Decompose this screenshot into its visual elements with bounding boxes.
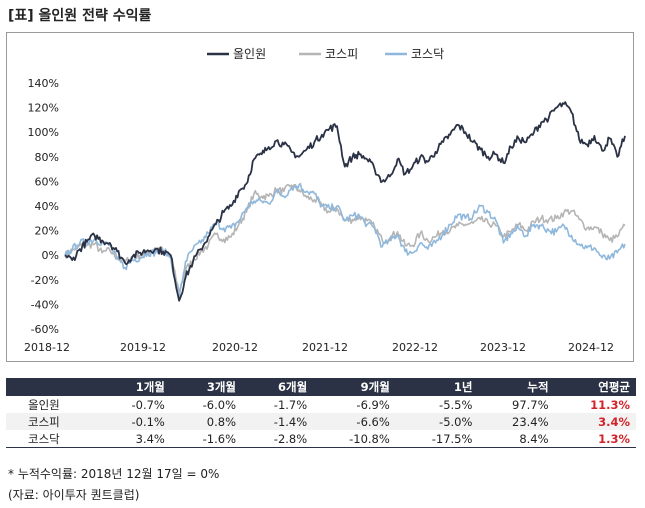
table-header-cell: 9개월 — [360, 380, 390, 394]
table-header-cell: 3개월 — [206, 380, 237, 394]
table-cell-name: 코스닥 — [28, 431, 60, 446]
table-header-row: 1개월 3개월 6개월 9개월 1년 누적 연평균 — [6, 378, 636, 396]
table-cell: 0.8% — [206, 414, 237, 429]
series-line-allinone — [64, 101, 626, 302]
source-note: (자료: 아이투자 퀀트클럽) — [8, 488, 140, 502]
table-header-cell: 연평균 — [598, 380, 630, 394]
table-cell: 8.4% — [519, 431, 549, 446]
x-tick-label: 2020-12 — [212, 341, 258, 354]
table-cell: -6.6% — [356, 414, 390, 429]
y-tick-label: 140% — [28, 77, 59, 90]
table-header-cell: 1개월 — [135, 380, 165, 394]
x-tick-label: 2024-12 — [568, 341, 614, 354]
y-tick-label: 120% — [28, 102, 59, 115]
y-tick-label: -40% — [31, 298, 59, 311]
x-tick-label: 2023-12 — [480, 341, 526, 354]
table-cell: -5.5% — [439, 397, 473, 412]
table-cell: -0.1% — [131, 414, 165, 429]
table-row: 코스닥 3.4% -1.6% -2.8% -10.8% -17.5% 8.4% … — [6, 430, 636, 448]
table-cell: -10.8% — [349, 431, 390, 446]
table-row: 코스피 -0.1% 0.8% -1.4% -6.6% -5.0% 23.4% 3… — [6, 413, 636, 430]
table-header-cell: 6개월 — [278, 380, 308, 394]
table-cell: -1.4% — [273, 414, 308, 429]
y-tick-label: 60% — [35, 175, 59, 188]
table-cell: -0.7% — [131, 397, 165, 412]
table-cell: 23.4% — [512, 414, 549, 429]
performance-table: 1개월 3개월 6개월 9개월 1년 누적 연평균 올인원 -0.7% -6.0… — [6, 378, 636, 448]
chart-container: -60% -40% -20% 0% 20% 40% 60% 80% 100% 120% 140% 20… — [6, 32, 634, 362]
table-row: 올인원 -0.7% -6.0% -1.7% -6.9% -5.5% 97.7% … — [6, 396, 636, 413]
table-header-cell: 1년 — [453, 380, 473, 394]
table-header-cell: 누적 — [527, 380, 549, 394]
table-cell: -5.0% — [439, 414, 473, 429]
table-cell-annual: 11.3% — [590, 397, 630, 412]
table-cell: -2.8% — [273, 431, 308, 446]
y-tick-label: 80% — [35, 151, 59, 164]
table-cell: -6.0% — [202, 397, 237, 412]
x-tick-label: 2019-12 — [120, 341, 166, 354]
legend-label: 코스닥 — [411, 47, 444, 61]
table-cell: -1.7% — [273, 397, 308, 412]
legend-label: 코스피 — [325, 47, 358, 61]
table-cell-name: 코스피 — [28, 414, 60, 429]
table-cell-name: 올인원 — [28, 397, 60, 412]
table-cell-annual: 1.3% — [598, 431, 630, 446]
y-tick-label: 100% — [28, 126, 59, 139]
page-title: [표] 올인원 전략 수익률 — [8, 8, 152, 24]
legend-label: 올인원 — [233, 47, 266, 61]
y-tick-label: 40% — [35, 200, 59, 213]
table-cell-annual: 3.4% — [598, 414, 630, 429]
footnote: * 누적수익률: 2018년 12월 17일 = 0% — [8, 467, 220, 481]
table-cell: -6.9% — [356, 397, 390, 412]
table-cell: 97.7% — [512, 397, 549, 412]
y-tick-label: -60% — [31, 323, 59, 336]
table-cell: 3.4% — [135, 431, 165, 446]
table-cell: -17.5% — [431, 431, 473, 446]
line-chart: -60% -40% -20% 0% 20% 40% 60% 80% 100% 120% 140% 20… — [24, 47, 626, 354]
table-header-cell — [6, 378, 100, 396]
x-tick-label: 2018-12 — [24, 341, 70, 354]
table-cell: -1.6% — [202, 431, 237, 446]
series-line-kospi — [64, 183, 626, 293]
x-tick-label: 2021-12 — [302, 341, 348, 354]
y-tick-label: 0% — [42, 249, 59, 262]
y-tick-label: 20% — [35, 225, 59, 238]
x-tick-label: 2022-12 — [392, 341, 438, 354]
y-tick-label: -20% — [31, 274, 59, 287]
series-line-kosdaq — [64, 182, 626, 300]
